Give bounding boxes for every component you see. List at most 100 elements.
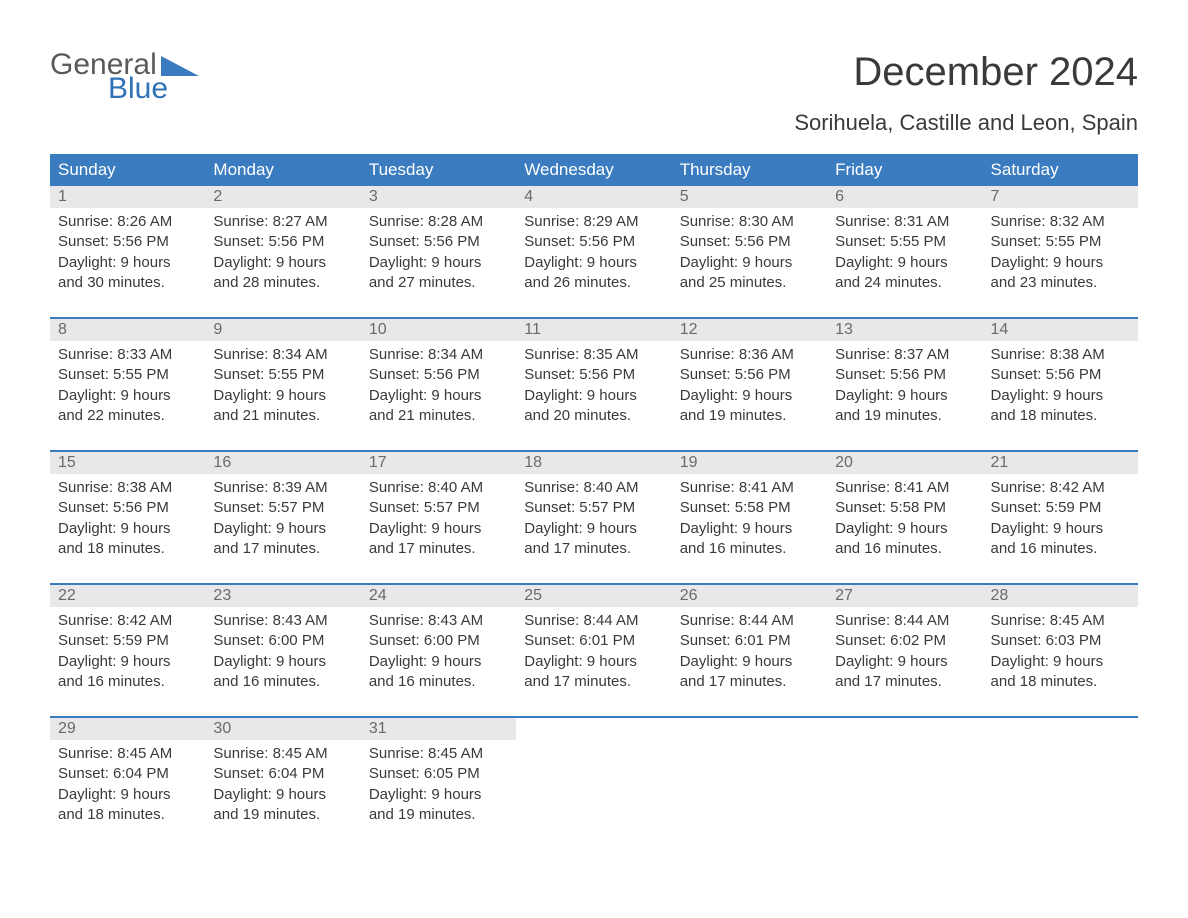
- calendar-cell: Sunrise: 8:36 AMSunset: 5:56 PMDaylight:…: [672, 341, 827, 432]
- day-number: [983, 718, 1138, 740]
- day-number: 20: [827, 452, 982, 474]
- daylight-label-1: Daylight: 9 hours: [991, 386, 1130, 406]
- daylight-label-1: Daylight: 9 hours: [213, 785, 352, 805]
- calendar-cell: Sunrise: 8:45 AMSunset: 6:05 PMDaylight:…: [361, 740, 516, 831]
- sunrise-label: Sunrise: 8:40 AM: [524, 478, 663, 498]
- sunset-label: Sunset: 5:56 PM: [524, 365, 663, 385]
- calendar-cell: Sunrise: 8:45 AMSunset: 6:03 PMDaylight:…: [983, 607, 1138, 698]
- daylight-label-2: and 17 minutes.: [369, 539, 508, 559]
- calendar-cell: Sunrise: 8:41 AMSunset: 5:58 PMDaylight:…: [827, 474, 982, 565]
- day-number: 7: [983, 186, 1138, 208]
- day-number: 16: [205, 452, 360, 474]
- daylight-label-2: and 16 minutes.: [213, 672, 352, 692]
- sunset-label: Sunset: 5:57 PM: [369, 498, 508, 518]
- daylight-label-1: Daylight: 9 hours: [213, 652, 352, 672]
- daylight-label-1: Daylight: 9 hours: [680, 386, 819, 406]
- sunrise-label: Sunrise: 8:34 AM: [369, 345, 508, 365]
- day-number: 28: [983, 585, 1138, 607]
- location-label: Sorihuela, Castille and Leon, Spain: [50, 110, 1138, 136]
- daylight-label-1: Daylight: 9 hours: [680, 253, 819, 273]
- sunrise-label: Sunrise: 8:44 AM: [680, 611, 819, 631]
- week-body-row: Sunrise: 8:42 AMSunset: 5:59 PMDaylight:…: [50, 607, 1138, 698]
- daylight-label-1: Daylight: 9 hours: [369, 386, 508, 406]
- sunset-label: Sunset: 5:58 PM: [835, 498, 974, 518]
- day-number: 12: [672, 319, 827, 341]
- sunrise-label: Sunrise: 8:43 AM: [369, 611, 508, 631]
- daylight-label-1: Daylight: 9 hours: [58, 253, 197, 273]
- day-number: 13: [827, 319, 982, 341]
- day-header-row: Sunday Monday Tuesday Wednesday Thursday…: [50, 154, 1138, 186]
- calendar-week: 15161718192021Sunrise: 8:38 AMSunset: 5:…: [50, 450, 1138, 565]
- day-number: 29: [50, 718, 205, 740]
- sunset-label: Sunset: 6:03 PM: [991, 631, 1130, 651]
- day-number: 26: [672, 585, 827, 607]
- day-number: 25: [516, 585, 671, 607]
- daylight-label-2: and 19 minutes.: [835, 406, 974, 426]
- daylight-label-2: and 18 minutes.: [991, 672, 1130, 692]
- calendar-cell: Sunrise: 8:27 AMSunset: 5:56 PMDaylight:…: [205, 208, 360, 299]
- sunset-label: Sunset: 6:05 PM: [369, 764, 508, 784]
- daylight-label-2: and 27 minutes.: [369, 273, 508, 293]
- daynum-row: 891011121314: [50, 319, 1138, 341]
- sunset-label: Sunset: 5:55 PM: [213, 365, 352, 385]
- header: General Blue December 2024: [50, 50, 1138, 104]
- calendar-cell: Sunrise: 8:39 AMSunset: 5:57 PMDaylight:…: [205, 474, 360, 565]
- sunrise-label: Sunrise: 8:36 AM: [680, 345, 819, 365]
- daylight-label-1: Daylight: 9 hours: [524, 386, 663, 406]
- calendar-cell: Sunrise: 8:45 AMSunset: 6:04 PMDaylight:…: [50, 740, 205, 831]
- day-header-saturday: Saturday: [983, 154, 1138, 186]
- sunset-label: Sunset: 6:04 PM: [213, 764, 352, 784]
- daylight-label-1: Daylight: 9 hours: [58, 519, 197, 539]
- sunset-label: Sunset: 5:56 PM: [369, 365, 508, 385]
- daylight-label-2: and 18 minutes.: [58, 805, 197, 825]
- sunrise-label: Sunrise: 8:33 AM: [58, 345, 197, 365]
- logo: General Blue: [50, 50, 199, 104]
- daylight-label-1: Daylight: 9 hours: [369, 253, 508, 273]
- day-number: 4: [516, 186, 671, 208]
- day-number: 2: [205, 186, 360, 208]
- calendar-cell: Sunrise: 8:35 AMSunset: 5:56 PMDaylight:…: [516, 341, 671, 432]
- daylight-label-2: and 17 minutes.: [213, 539, 352, 559]
- daylight-label-2: and 19 minutes.: [680, 406, 819, 426]
- sunset-label: Sunset: 5:56 PM: [991, 365, 1130, 385]
- sunrise-label: Sunrise: 8:32 AM: [991, 212, 1130, 232]
- daylight-label-2: and 28 minutes.: [213, 273, 352, 293]
- day-header-friday: Friday: [827, 154, 982, 186]
- sunrise-label: Sunrise: 8:41 AM: [680, 478, 819, 498]
- day-number: [516, 718, 671, 740]
- sunset-label: Sunset: 5:55 PM: [835, 232, 974, 252]
- daylight-label-1: Daylight: 9 hours: [369, 519, 508, 539]
- daylight-label-2: and 17 minutes.: [680, 672, 819, 692]
- calendar-cell: Sunrise: 8:33 AMSunset: 5:55 PMDaylight:…: [50, 341, 205, 432]
- daylight-label-1: Daylight: 9 hours: [835, 652, 974, 672]
- calendar-cell: Sunrise: 8:45 AMSunset: 6:04 PMDaylight:…: [205, 740, 360, 831]
- sunrise-label: Sunrise: 8:31 AM: [835, 212, 974, 232]
- week-body-row: Sunrise: 8:38 AMSunset: 5:56 PMDaylight:…: [50, 474, 1138, 565]
- day-number: 6: [827, 186, 982, 208]
- calendar-cell: Sunrise: 8:42 AMSunset: 5:59 PMDaylight:…: [50, 607, 205, 698]
- sunrise-label: Sunrise: 8:43 AM: [213, 611, 352, 631]
- daylight-label-1: Daylight: 9 hours: [680, 519, 819, 539]
- daylight-label-1: Daylight: 9 hours: [524, 519, 663, 539]
- day-number: [827, 718, 982, 740]
- sunrise-label: Sunrise: 8:30 AM: [680, 212, 819, 232]
- daylight-label-2: and 30 minutes.: [58, 273, 197, 293]
- sunrise-label: Sunrise: 8:28 AM: [369, 212, 508, 232]
- sunset-label: Sunset: 6:01 PM: [524, 631, 663, 651]
- day-header-wednesday: Wednesday: [516, 154, 671, 186]
- calendar-cell: Sunrise: 8:44 AMSunset: 6:01 PMDaylight:…: [672, 607, 827, 698]
- calendar-cell: [516, 740, 671, 831]
- sunset-label: Sunset: 5:56 PM: [58, 232, 197, 252]
- sunset-label: Sunset: 5:56 PM: [680, 232, 819, 252]
- daylight-label-2: and 24 minutes.: [835, 273, 974, 293]
- month-title: December 2024: [853, 50, 1138, 95]
- daylight-label-1: Daylight: 9 hours: [58, 652, 197, 672]
- day-number: 11: [516, 319, 671, 341]
- calendar-cell: Sunrise: 8:40 AMSunset: 5:57 PMDaylight:…: [516, 474, 671, 565]
- calendar-cell: Sunrise: 8:31 AMSunset: 5:55 PMDaylight:…: [827, 208, 982, 299]
- day-number: 15: [50, 452, 205, 474]
- sunset-label: Sunset: 6:00 PM: [213, 631, 352, 651]
- daylight-label-2: and 26 minutes.: [524, 273, 663, 293]
- daylight-label-2: and 19 minutes.: [213, 805, 352, 825]
- daylight-label-2: and 16 minutes.: [835, 539, 974, 559]
